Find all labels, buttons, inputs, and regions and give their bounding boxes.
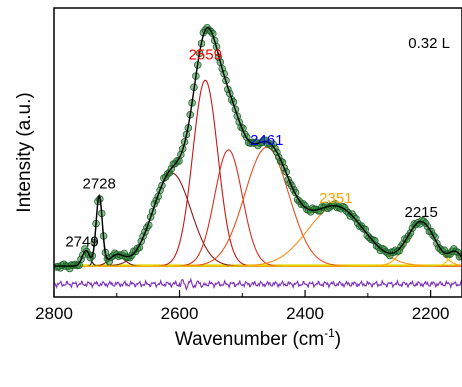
x-axis-title-sup: -1 xyxy=(324,326,335,340)
plot-frame xyxy=(53,7,462,298)
x-tick-label-2600: 2600 xyxy=(161,304,199,323)
peak-label-2749: 2749 xyxy=(65,234,98,251)
x-axis-title: Wavenumber (cm-1) xyxy=(175,326,341,350)
x-tick-label-2800: 2800 xyxy=(35,304,73,323)
x-tick-label-2200: 2200 xyxy=(412,304,450,323)
sample-label: 0.32 L xyxy=(408,35,450,52)
component-peak-2160 xyxy=(54,252,462,267)
component-peak-2559 xyxy=(54,79,462,267)
fit-curve xyxy=(54,27,462,267)
x-axis-title-tail: ) xyxy=(335,329,341,350)
y-axis-title: Intensity (a.u.) xyxy=(14,92,35,212)
peak-labels: 2749 2728 2559 2461 2351 2215 xyxy=(65,47,438,251)
peak-label-2215: 2215 xyxy=(405,204,438,221)
residual-curve xyxy=(54,277,462,291)
peak-label-2461: 2461 xyxy=(250,132,283,149)
residual-layer xyxy=(54,277,462,291)
x-axis-title-main: Wavenumber (cm xyxy=(175,329,324,350)
peak-label-2559: 2559 xyxy=(189,47,222,64)
x-axis: 2800 2600 2400 2200 xyxy=(35,290,450,323)
curves-layer xyxy=(54,79,462,267)
peak-label-2351: 2351 xyxy=(319,190,352,207)
fit-layer xyxy=(54,27,462,267)
x-tick-label-2400: 2400 xyxy=(286,304,324,323)
peak-label-2728: 2728 xyxy=(83,176,116,193)
